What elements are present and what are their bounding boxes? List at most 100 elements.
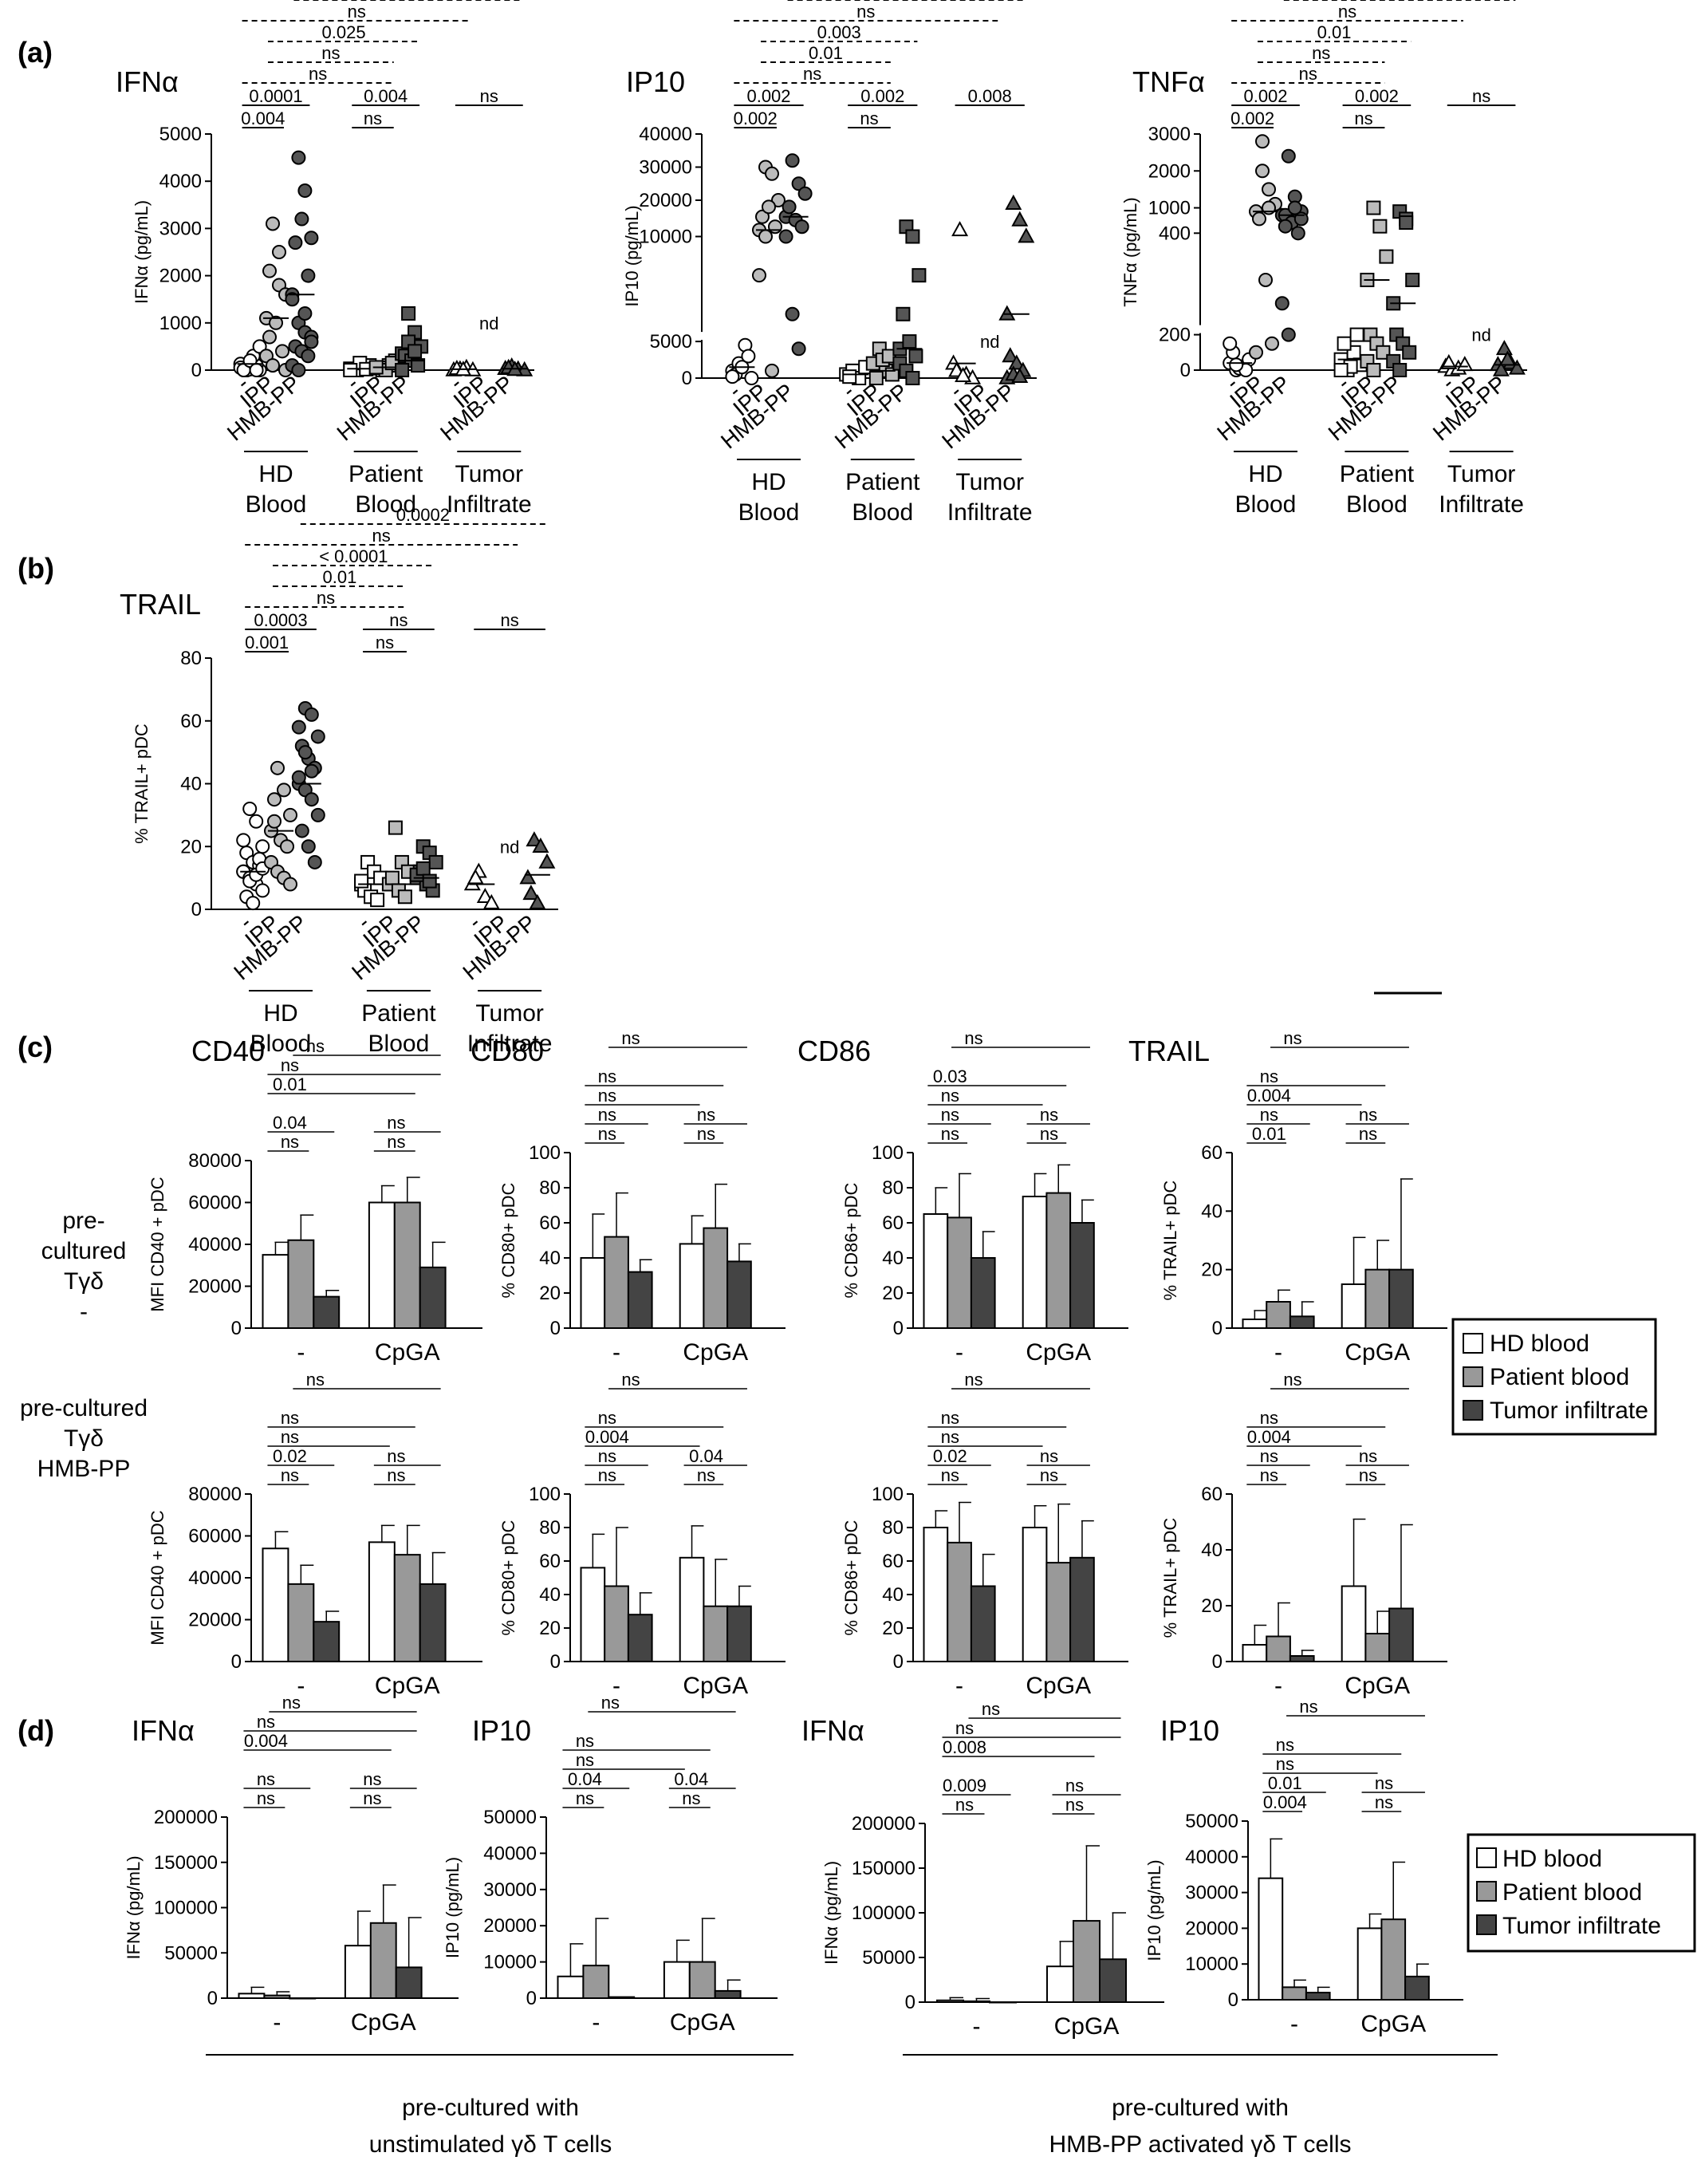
row-label-unstimulated: pre- cultured Tγδ - — [41, 1208, 127, 1325]
data-point — [401, 306, 416, 321]
bar — [313, 1621, 341, 1662]
legend-c: HD blood Patient blood Tumor infiltrate — [1451, 1318, 1657, 1436]
data-point — [771, 193, 786, 208]
bar — [604, 1585, 629, 1662]
data-point — [1405, 272, 1420, 287]
data-point — [266, 216, 280, 231]
significance-label: ns — [964, 1370, 982, 1390]
significance-label: ns — [941, 1086, 959, 1106]
y-tick-label: 0 — [231, 1651, 242, 1673]
significance-label: ns — [281, 1055, 299, 1075]
data-point — [1399, 215, 1414, 231]
data-point — [304, 231, 319, 246]
data-point — [304, 334, 319, 349]
significance-label: ns — [860, 108, 878, 128]
significance-label: ns — [941, 1427, 959, 1447]
bar — [1305, 1992, 1331, 2001]
y-tick-label: 1000 — [1148, 198, 1191, 219]
data-point — [291, 150, 306, 165]
significance-label: 0.02 — [933, 1446, 967, 1466]
bottom-label-right: HMB-PP activated γδ T cells — [1049, 2131, 1351, 2158]
y-tick-label: 20 — [1201, 1595, 1223, 1617]
data-point — [1223, 336, 1238, 351]
data-point — [1440, 353, 1458, 369]
legend-label-tumor: Tumor infiltrate — [1502, 1913, 1661, 1939]
significance-label: ns — [281, 1408, 299, 1428]
chart-title: IP10 — [1160, 1714, 1219, 1747]
bar — [627, 1614, 653, 1662]
data-point — [794, 219, 809, 235]
bar-chart-d3: IFNα IFNα (pg/mL) 0 50000 100000 150000 200000… — [801, 1699, 1164, 2040]
significance-label: ns — [856, 2, 875, 22]
data-point — [280, 839, 294, 854]
data-point — [765, 166, 779, 181]
significance-label: ns — [1299, 1697, 1317, 1717]
data-point — [1249, 345, 1263, 360]
nd-label: nd — [1471, 325, 1490, 345]
y-tick-label: 80 — [882, 1177, 904, 1199]
significance-label: ns — [1040, 1446, 1058, 1466]
data-point — [1366, 363, 1381, 377]
data-point — [1265, 336, 1279, 351]
bar — [289, 1997, 317, 2000]
y-tick-label: 0 — [207, 1988, 218, 2009]
data-point — [246, 896, 261, 911]
data-point — [1333, 363, 1349, 377]
significance-label: ns — [1338, 2, 1356, 22]
group-label: HD — [1248, 461, 1282, 487]
bar — [344, 1945, 372, 1999]
chart-title: IFNα — [116, 65, 179, 98]
y-axis-label: % TRAIL+ pDC — [1160, 1181, 1180, 1301]
data-point — [1349, 327, 1364, 342]
data-point — [291, 770, 306, 785]
legend-swatch-patient — [1476, 1881, 1497, 1902]
y-tick-label: 0 — [526, 1988, 537, 2009]
y-tick-label: 1000 — [159, 313, 202, 334]
significance-label: 0.002 — [734, 108, 778, 128]
significance-label: ns — [576, 1750, 594, 1770]
significance-label: ns — [1359, 1105, 1377, 1125]
significance-label: 0.003 — [817, 22, 861, 42]
bar — [1341, 1585, 1367, 1662]
y-tick-label: 0 — [191, 899, 202, 921]
significance-label: 0.02 — [273, 1446, 307, 1466]
y-tick-label: 0 — [1212, 1318, 1223, 1339]
y-axis-label: IFNα (pg/mL) — [124, 1855, 144, 1959]
y-tick-label: 10000 — [1185, 1953, 1238, 1975]
x-tick-label: CpGA — [683, 1673, 748, 1699]
bar — [1242, 1644, 1268, 1662]
bar — [663, 1961, 691, 2000]
bar — [923, 1527, 949, 1662]
bar — [262, 1254, 289, 1329]
significance-label: ns — [1276, 1754, 1294, 1774]
y-tick-label: 60 — [539, 1551, 561, 1572]
bar — [726, 1605, 752, 1662]
data-point — [785, 153, 800, 168]
y-tick-label: 20000 — [188, 1610, 242, 1631]
data-point — [482, 893, 500, 909]
significance-label: ns — [576, 1731, 594, 1751]
significance-label: 0.002 — [746, 86, 790, 106]
y-tick-label: 50000 — [1185, 1811, 1238, 1832]
significance-label: ns — [257, 1788, 275, 1808]
y-tick-label: 60 — [1201, 1484, 1223, 1505]
y-tick-label: 20 — [882, 1283, 904, 1304]
group-label: Blood — [250, 1031, 312, 1057]
bar — [1388, 1607, 1414, 1662]
bar — [262, 1547, 289, 1662]
y-tick-label: 60000 — [188, 1526, 242, 1547]
y-tick-label: 50000 — [164, 1942, 218, 1964]
significance-label: ns — [500, 610, 518, 630]
data-point — [1002, 347, 1019, 363]
bar — [1045, 1192, 1072, 1329]
scatter-chart-b1: TRAIL% TRAIL+ pDC020406080-IPPHMB-PPHDBl… — [120, 505, 558, 1057]
y-tick-label: 100 — [529, 1142, 561, 1164]
significance-label: 0.01 — [323, 567, 357, 587]
chart-title: TNFα — [1132, 65, 1205, 98]
significance-label: 0.0003 — [381, 0, 435, 1]
